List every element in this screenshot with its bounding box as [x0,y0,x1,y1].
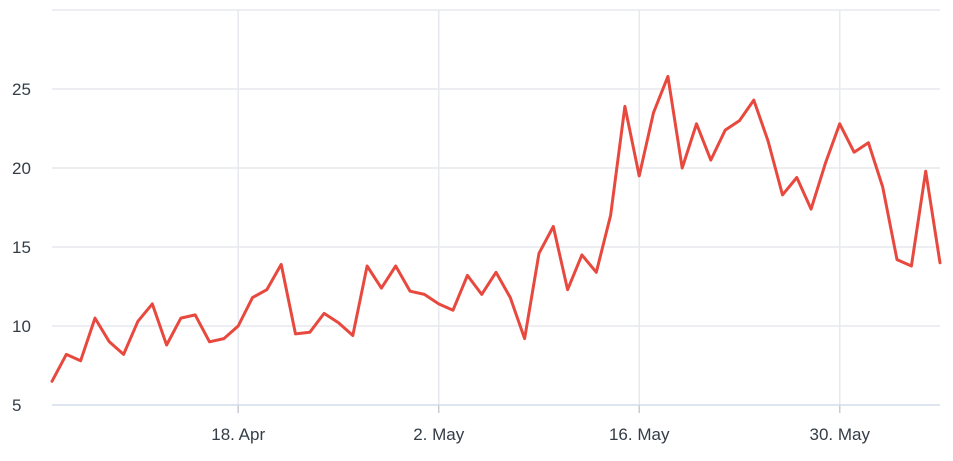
y-tick-label: 15 [12,238,31,257]
y-gridlines [52,9,940,406]
y-tick-label: 25 [12,80,31,99]
x-tick-label: 16. May [609,425,670,444]
x-tick-label: 18. Apr [211,425,265,444]
y-tick-label: 20 [12,159,31,178]
x-axis-labels: 18. Apr 2. May 16. May 30. May [211,425,870,444]
y-axis-labels: 5 10 15 20 25 [12,80,31,415]
series-line [50,74,942,383]
x-tick-label: 30. May [809,425,870,444]
y-tick-label: 10 [12,317,31,336]
x-gridlines [52,10,940,413]
y-tick-label: 5 [12,396,21,415]
x-tick-label: 2. May [413,425,465,444]
